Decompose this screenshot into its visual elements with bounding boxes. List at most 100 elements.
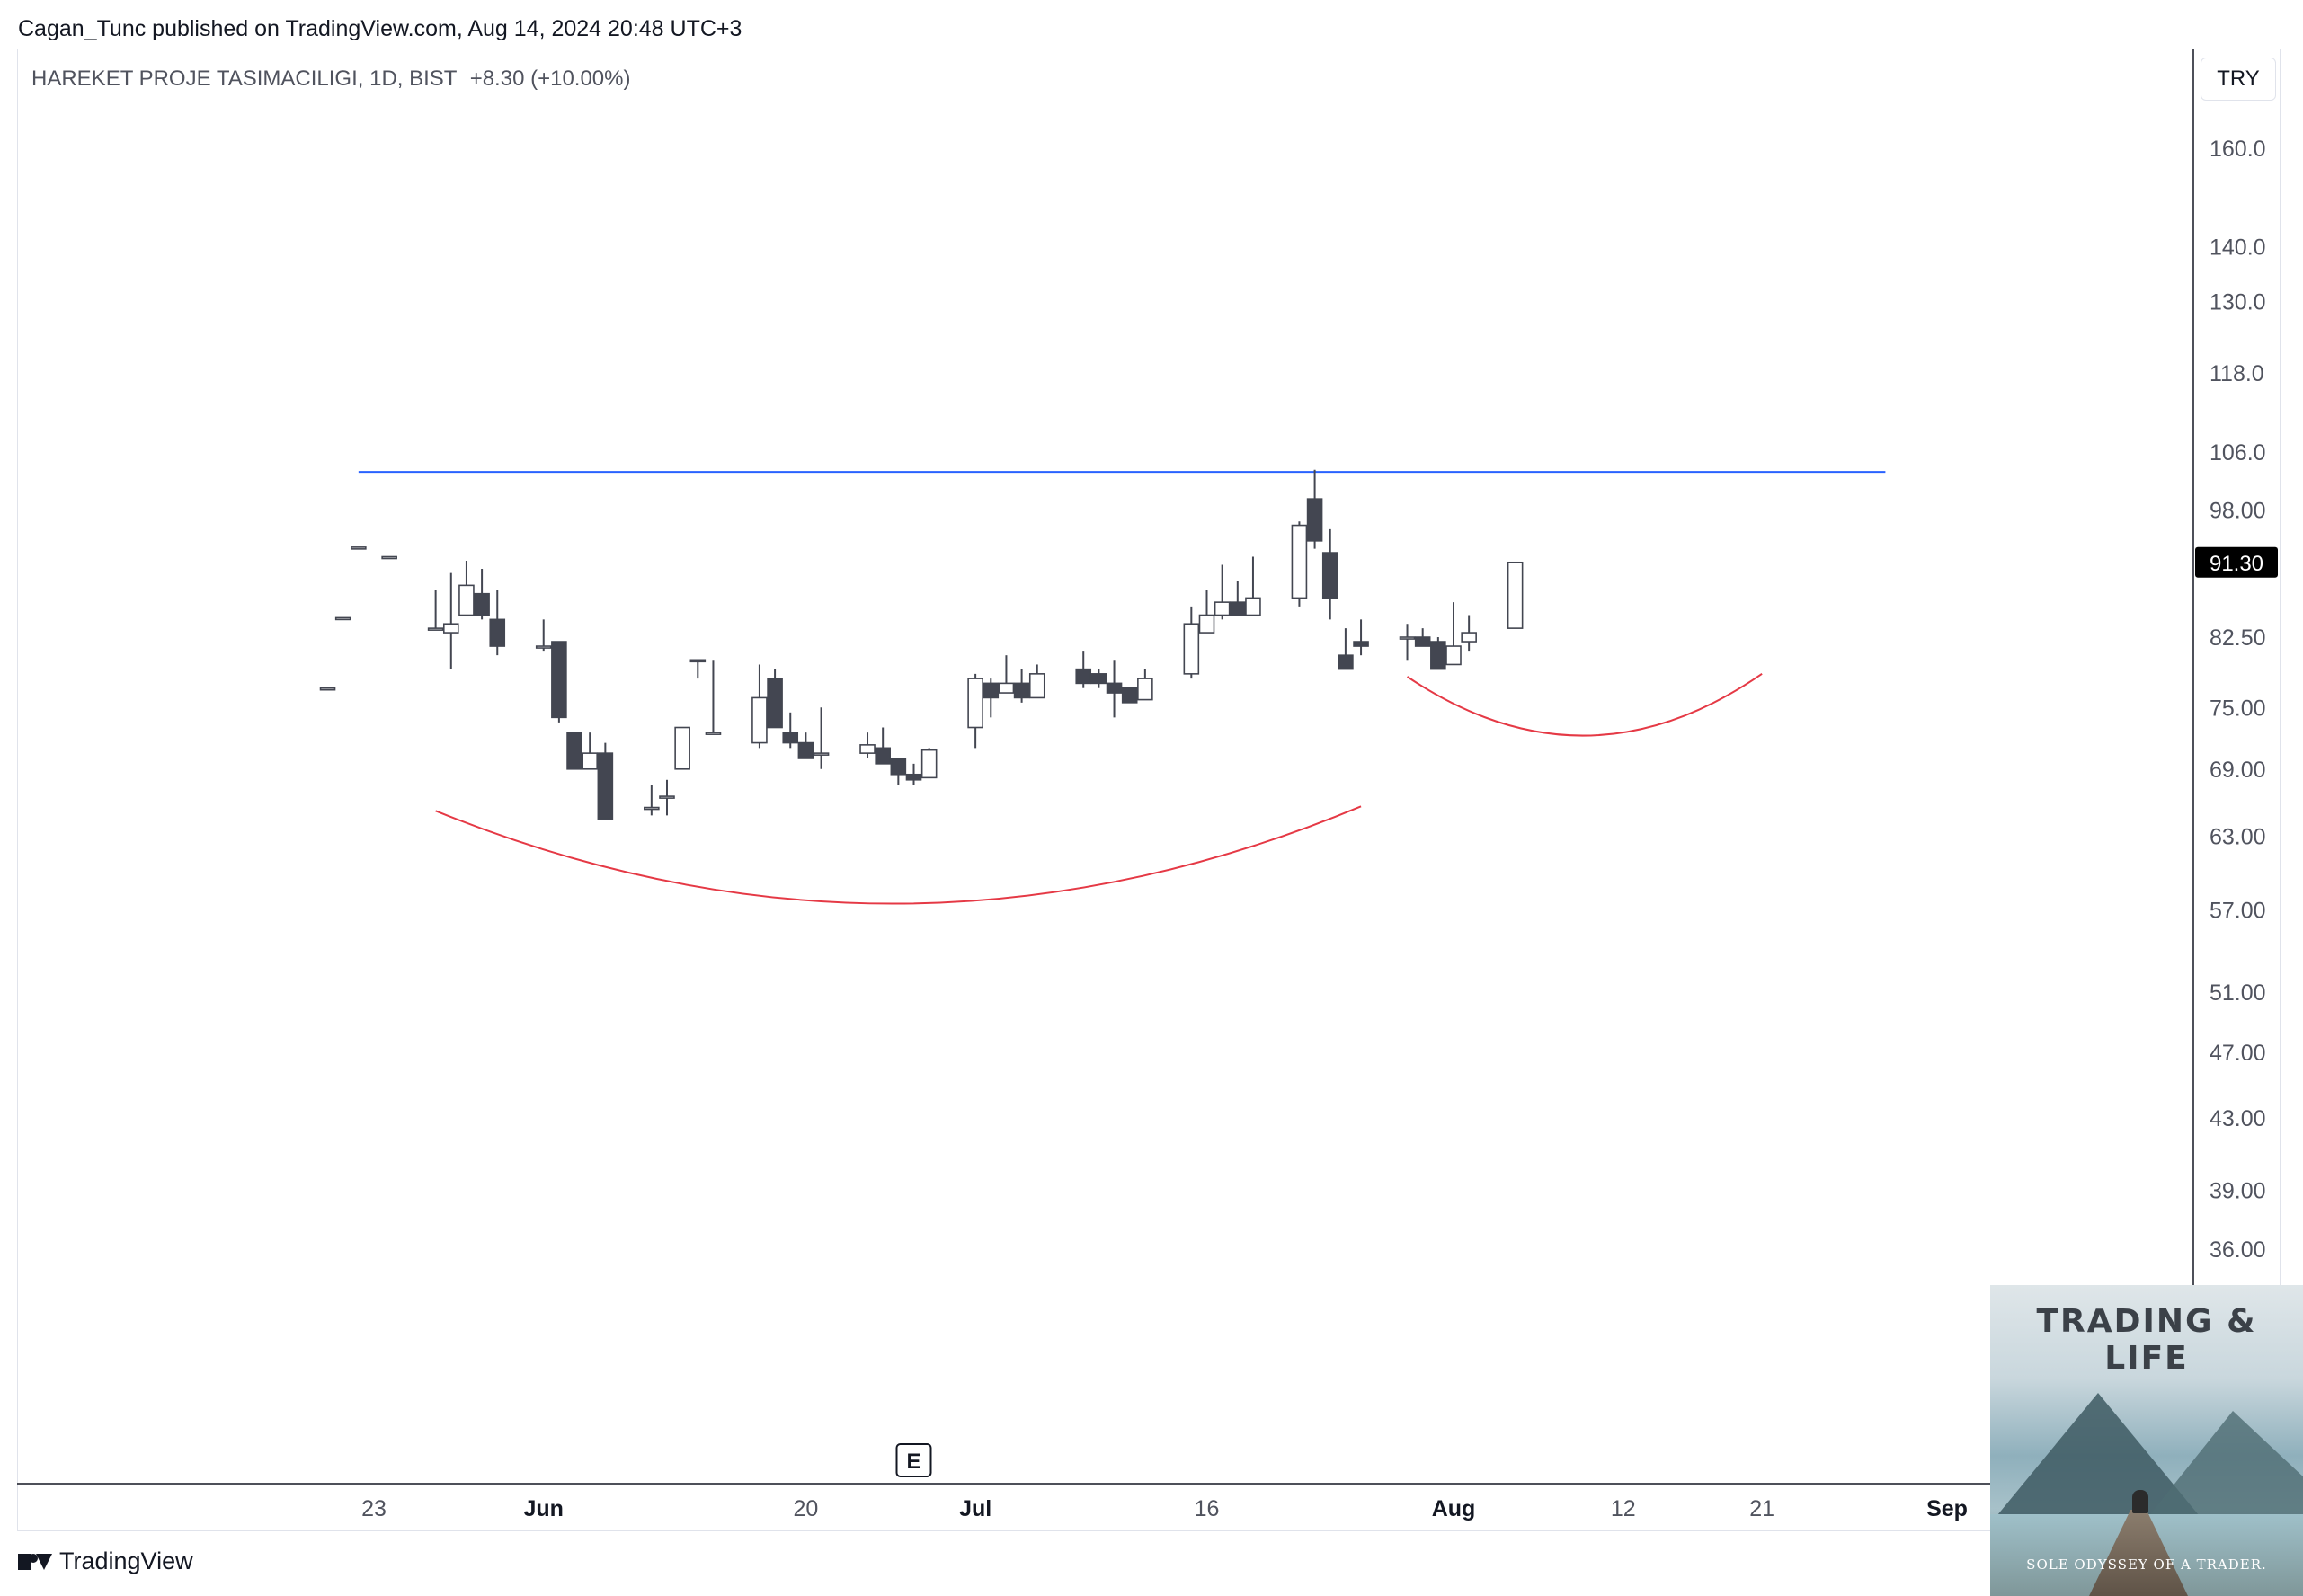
candle-body <box>1106 682 1123 694</box>
candle-body <box>1291 524 1308 599</box>
candle-body <box>797 741 814 759</box>
tradingview-brand[interactable]: TradingView <box>18 1547 193 1575</box>
candle-body <box>1321 552 1338 599</box>
price-tick-label: 43.00 <box>2210 1106 2266 1131</box>
time-tick-label: 23 <box>361 1496 387 1521</box>
candle-body <box>551 641 567 719</box>
candle-body <box>319 687 336 691</box>
candle-body <box>644 806 660 811</box>
brand-text: TradingView <box>59 1547 193 1574</box>
candle-body <box>1075 668 1092 685</box>
candle-body <box>782 732 799 744</box>
candle-body <box>1183 623 1200 675</box>
author-banner[interactable]: TRADING & LIFE SOLE ODYSSEY OF A TRADER. <box>1990 1285 2303 1596</box>
candle-body <box>334 616 351 621</box>
candle-body <box>1028 673 1045 699</box>
rounding-bottom-arc <box>1406 673 1763 737</box>
price-tick-label: 82.50 <box>2210 625 2266 651</box>
candle-body <box>1245 597 1261 616</box>
candle-body <box>427 627 444 631</box>
candle-body <box>1013 682 1030 699</box>
price-tick-label: 47.00 <box>2210 1041 2266 1066</box>
candle-body <box>1121 687 1138 704</box>
time-tick-label: 21 <box>1749 1496 1774 1521</box>
time-tick-label: 20 <box>793 1496 818 1521</box>
candle-body <box>474 592 490 616</box>
candle-body <box>705 732 722 735</box>
publisher-line: Cagan_Tunc published on TradingView.com,… <box>18 16 742 41</box>
price-tick-label: 51.00 <box>2210 980 2266 1006</box>
candle-body <box>767 678 783 729</box>
candle-body <box>920 749 938 779</box>
price-tick-label: 69.00 <box>2210 758 2266 783</box>
last-price-badge <box>2195 546 2278 578</box>
candle-body <box>859 744 876 754</box>
last-price-label: 91.30 <box>2210 552 2263 576</box>
rounding-bottom-arc <box>435 805 1362 905</box>
candle-body <box>381 555 397 560</box>
candle-body <box>1353 641 1369 647</box>
banner-subtitle: SOLE ODYSSEY OF A TRADER. <box>2026 1556 2267 1573</box>
candle-body <box>1137 678 1153 701</box>
candle-body <box>890 758 907 776</box>
candle-body <box>351 546 367 550</box>
candle-body <box>967 678 983 729</box>
candle-body <box>1445 645 1462 666</box>
candle-body <box>1090 673 1107 685</box>
time-tick-label: Jun <box>524 1496 564 1521</box>
candle-body <box>1306 498 1323 542</box>
candle-body <box>659 795 675 799</box>
price-tick-label: 75.00 <box>2210 696 2266 721</box>
candle-body <box>489 618 506 647</box>
time-tick-label: Jul <box>959 1496 991 1521</box>
candle-body <box>566 732 582 770</box>
candle-body <box>1214 601 1231 616</box>
candle-body <box>1198 614 1215 634</box>
candle-body <box>582 752 599 770</box>
candle-body <box>1230 601 1246 616</box>
price-change: +8.30 (+10.00%) <box>469 66 631 91</box>
candle-body <box>1507 561 1524 629</box>
candle-body <box>1430 641 1446 670</box>
candle-body <box>458 584 475 616</box>
candle-body <box>689 659 707 663</box>
price-tick-label: 39.00 <box>2210 1178 2266 1203</box>
symbol-legend: HAREKET PROJE TASIMACILIGI, 1D, BIST +8.… <box>31 66 630 92</box>
chart-pane[interactable] <box>17 49 2281 1531</box>
candle-body <box>875 747 891 765</box>
time-tick-label: Sep <box>1926 1496 1968 1521</box>
symbol-title: HAREKET PROJE TASIMACILIGI, 1D, BIST <box>31 66 458 91</box>
time-tick-label: 12 <box>1611 1496 1636 1521</box>
price-tick-label: 130.0 <box>2210 290 2266 315</box>
candle-body <box>751 696 768 744</box>
time-tick-label: 16 <box>1195 1496 1220 1521</box>
candle-body <box>983 682 1000 699</box>
candle-body <box>1414 636 1431 647</box>
currency-button[interactable]: TRY <box>2201 58 2276 101</box>
earnings-marker <box>895 1443 932 1477</box>
person-icon <box>2132 1490 2148 1513</box>
candle-body <box>1399 636 1416 640</box>
price-tick-label: 57.00 <box>2210 899 2266 924</box>
candle-body <box>535 645 552 649</box>
candle-body <box>442 623 459 634</box>
candle-body <box>1461 632 1477 643</box>
price-tick-label: 63.00 <box>2210 825 2266 850</box>
banner-title: TRADING & LIFE <box>2036 1303 2257 1377</box>
price-tick-label: 98.00 <box>2210 499 2266 524</box>
earnings-marker-label: E <box>906 1450 920 1474</box>
candle-body <box>674 726 690 770</box>
price-tick-label: 160.0 <box>2210 137 2266 162</box>
candle-body <box>813 752 830 756</box>
tradingview-logo-icon <box>18 1552 52 1572</box>
price-tick-label: 106.0 <box>2210 440 2266 466</box>
candle-body <box>905 773 922 781</box>
candle-body <box>998 682 1015 694</box>
price-tick-label: 118.0 <box>2210 361 2264 386</box>
price-tick-label: 36.00 <box>2210 1237 2266 1263</box>
candle-body <box>1338 654 1354 670</box>
time-tick-label: Aug <box>1432 1496 1476 1521</box>
candle-body <box>597 752 614 820</box>
price-tick-label: 140.0 <box>2210 235 2266 261</box>
